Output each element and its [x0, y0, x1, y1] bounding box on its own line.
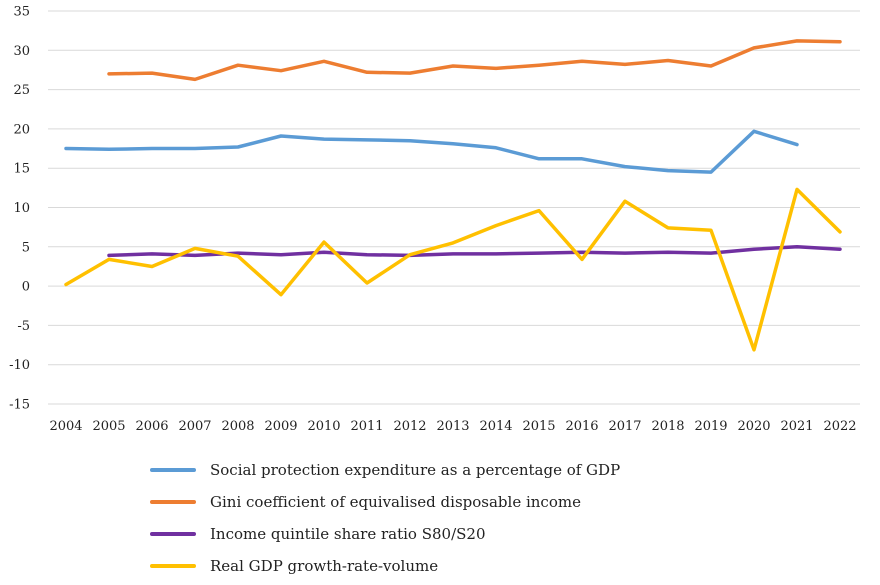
y-tick-label: 25	[13, 83, 30, 98]
y-tick-label: -5	[17, 319, 30, 334]
series-line-4	[64, 187, 842, 352]
legend-label: Real GDP growth-rate-volume	[210, 557, 438, 575]
series-line-1	[64, 129, 799, 174]
x-tick-label: 2013	[436, 419, 469, 434]
x-tick-label: 2021	[780, 419, 813, 434]
legend-label: Income quintile share ratio S80/S20	[210, 525, 486, 543]
x-tick-label: 2022	[823, 419, 856, 434]
x-tick-label: 2007	[178, 419, 211, 434]
legend-label: Gini coefficient of equivalised disposab…	[210, 493, 581, 511]
x-tick-label: 2008	[221, 419, 254, 434]
x-tick-label: 2020	[737, 419, 770, 434]
x-tick-label: 2016	[565, 419, 598, 434]
x-tick-label: 2004	[49, 419, 82, 434]
x-tick-label: 2014	[479, 419, 512, 434]
legend: Social protection expenditure as a perce…	[150, 461, 620, 575]
y-tick-label: 0	[22, 280, 30, 295]
x-tick-label: 2015	[522, 419, 555, 434]
y-tick-label: 30	[13, 44, 30, 59]
x-tick-label: 2009	[264, 419, 297, 434]
x-tick-label: 2019	[694, 419, 727, 434]
y-tick-label: 5	[22, 240, 30, 255]
x-tick-label: 2011	[350, 419, 383, 434]
x-tick-label: 2010	[307, 419, 340, 434]
y-axis-tick-labels: 35 30 25 20 15 10 5 0 -5 -10 -15	[9, 5, 30, 413]
x-axis-tick-labels: 2004 2005 2006 2007 2008 2009 2010 2011 2012 2013…	[49, 419, 856, 434]
y-tick-label: 20	[13, 122, 30, 137]
y-tick-label: 35	[13, 5, 30, 20]
y-tick-label: -15	[9, 398, 30, 413]
x-tick-label: 2006	[135, 419, 168, 434]
x-tick-label: 2005	[92, 419, 125, 434]
gridlines	[48, 10, 860, 405]
x-tick-label: 2018	[651, 419, 684, 434]
series-lines	[64, 39, 842, 352]
x-tick-label: 2012	[393, 419, 426, 434]
legend-label: Social protection expenditure as a perce…	[210, 461, 620, 479]
y-tick-label: -10	[9, 358, 30, 373]
y-tick-label: 10	[13, 201, 30, 216]
y-tick-label: 15	[13, 162, 30, 177]
x-tick-label: 2017	[608, 419, 641, 434]
series-line-2	[107, 39, 842, 82]
